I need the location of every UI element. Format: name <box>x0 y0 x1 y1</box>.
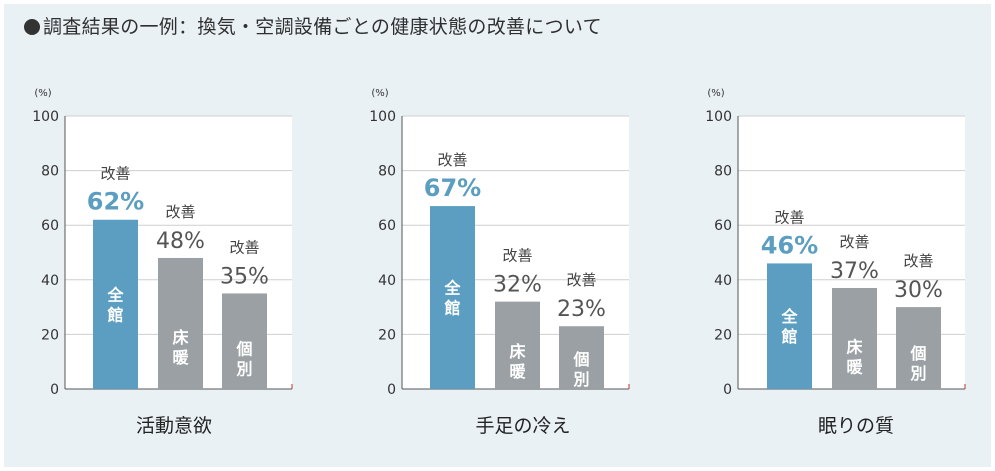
y-tick-label: 40 <box>714 273 732 289</box>
data-label: 46% <box>761 231 818 259</box>
page-title: 調査結果の一例：換気・空調設備ごとの健康状態の改善について <box>24 12 602 39</box>
bar <box>93 219 138 389</box>
y-tick-label: 0 <box>387 382 396 398</box>
improvement-note: 改善 <box>839 233 869 251</box>
y-tick-label: 60 <box>41 218 59 234</box>
y-tick-label: 100 <box>369 109 396 125</box>
bar <box>832 287 877 389</box>
data-label: 67% <box>424 174 481 202</box>
bar <box>430 206 475 389</box>
improvement-note: 改善 <box>229 238 259 256</box>
category-label: 全館 <box>106 285 124 324</box>
data-label: 23% <box>557 297 606 322</box>
y-tick-label: 60 <box>714 218 732 234</box>
y-tick-label: 40 <box>378 273 396 289</box>
chart-title: 活動意欲 <box>136 415 212 437</box>
bar <box>896 307 941 389</box>
y-tick-label: 60 <box>378 218 396 234</box>
data-label: 32% <box>493 273 542 298</box>
data-label: 30% <box>894 278 943 303</box>
data-label: 48% <box>156 229 205 254</box>
data-label: 35% <box>220 264 269 289</box>
y-unit-label: (%) <box>707 88 724 99</box>
chart-title: 眠りの質 <box>818 415 894 437</box>
y-unit-label: (%) <box>371 88 388 99</box>
category-label: 個別 <box>572 350 589 389</box>
data-label: 62% <box>87 188 144 216</box>
improvement-note: 改善 <box>774 208 804 226</box>
category-label: 床暖 <box>846 338 863 377</box>
bar <box>158 257 203 389</box>
y-tick-label: 100 <box>705 109 732 125</box>
y-tick-label: 0 <box>723 382 732 398</box>
improvement-note: 改善 <box>903 252 933 270</box>
category-label: 床暖 <box>509 342 526 381</box>
bar <box>222 293 267 389</box>
y-tick-label: 0 <box>50 382 59 398</box>
category-label: 床暖 <box>172 328 189 367</box>
category-label: 個別 <box>235 339 252 378</box>
y-tick-label: 20 <box>714 327 732 343</box>
bar <box>767 263 812 389</box>
y-tick-label: 40 <box>41 273 59 289</box>
category-label: 全館 <box>780 307 798 346</box>
y-tick-label: 20 <box>378 327 396 343</box>
improvement-note: 改善 <box>165 203 195 221</box>
bar <box>495 301 540 389</box>
y-tick-label: 100 <box>32 109 59 125</box>
y-tick-label: 80 <box>714 164 732 180</box>
y-tick-label: 20 <box>41 327 59 343</box>
improvement-note: 改善 <box>437 151 467 169</box>
page-title-text: 調査結果の一例：換気・空調設備ごとの健康状態の改善について <box>43 16 602 38</box>
chart-title: 手足の冷え <box>475 415 570 437</box>
improvement-note: 改善 <box>100 165 130 183</box>
bullet-icon <box>24 19 40 35</box>
y-tick-label: 80 <box>378 164 396 180</box>
improvement-note: 改善 <box>502 247 532 265</box>
data-label: 37% <box>830 259 879 284</box>
category-label: 個別 <box>909 344 926 383</box>
y-tick-label: 80 <box>41 164 59 180</box>
category-label: 全館 <box>443 279 461 318</box>
bar <box>559 326 604 389</box>
y-unit-label: (%) <box>34 88 51 99</box>
improvement-note: 改善 <box>566 271 596 289</box>
